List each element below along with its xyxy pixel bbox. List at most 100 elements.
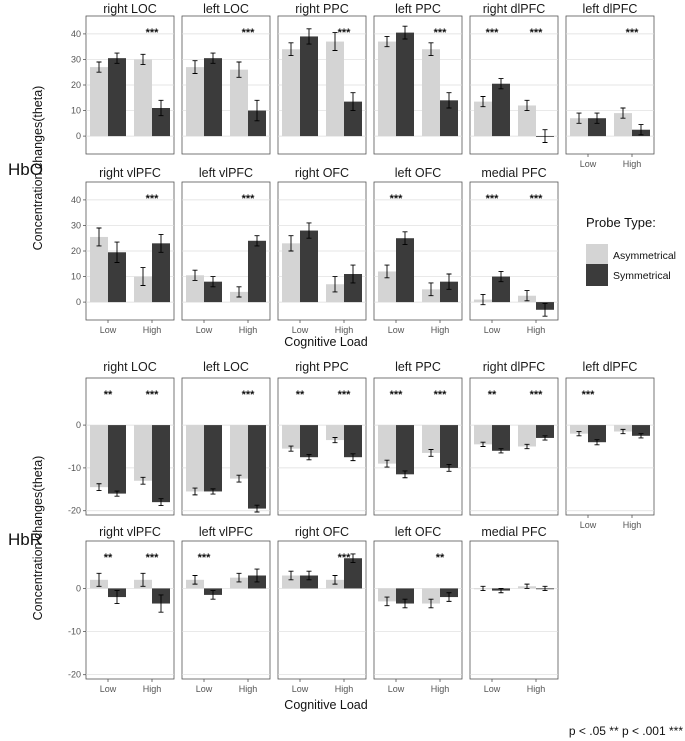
bar-asym-low — [570, 118, 588, 137]
x-tick-label: High — [527, 684, 546, 694]
error-bar-asym-low — [480, 585, 486, 592]
y-axis-title: Concentration changes(theta) — [31, 456, 45, 621]
significance-label: ** — [104, 389, 113, 401]
x-tick-label: High — [143, 684, 162, 694]
error-bar-sym-low — [306, 570, 312, 581]
y-tick-label: -10 — [68, 627, 81, 637]
error-bar-sym-high — [254, 99, 260, 122]
error-bar-sym-low — [114, 52, 120, 64]
bar-sym-low — [588, 118, 606, 137]
bar-asym-high — [614, 113, 632, 137]
error-bar-asym-low — [480, 96, 486, 108]
panel-hbr-left-ppc: left PPC *** *** — [373, 360, 463, 516]
bar-asym-low — [282, 575, 300, 589]
error-bar-asym-high — [332, 437, 338, 444]
error-bar-sym-low — [306, 454, 312, 461]
x-tick-label: High — [623, 159, 642, 169]
error-bar-asym-high — [140, 53, 146, 66]
panel-hbo-right-ppc: right PPC *** — [277, 2, 367, 155]
panel-title: medial PFC — [481, 525, 546, 539]
significance-label: *** — [434, 27, 448, 39]
error-bar-asym-low — [288, 570, 294, 581]
significance-label: ** — [436, 552, 445, 564]
significance-label: *** — [146, 193, 160, 205]
error-bar-sym-low — [594, 112, 600, 124]
x-tick-label: High — [431, 325, 450, 335]
significance-label: *** — [242, 193, 256, 205]
significance-label: *** — [338, 552, 352, 564]
x-tick-label: High — [239, 684, 258, 694]
bar-sym-high — [344, 101, 362, 137]
significance-label: *** — [486, 193, 500, 205]
significance-label: *** — [530, 27, 544, 39]
bar-sym-high — [152, 425, 170, 503]
error-bar-sym-high — [446, 92, 452, 109]
error-bar-sym-high — [158, 594, 164, 613]
error-bar-sym-low — [114, 490, 120, 497]
error-bar-sym-low — [402, 231, 408, 246]
x-tick-label: Low — [484, 684, 501, 694]
legend: Probe Type: Asymmetrical Symmetrical — [586, 215, 676, 286]
panel-title: left dlPFC — [583, 360, 638, 374]
panel-title: right dlPFC — [483, 360, 546, 374]
panel-hbo-left-vlpfc: left vlPFC *** Low High — [181, 166, 271, 335]
error-bar-sym-high — [638, 433, 644, 439]
y-tick-label: 20 — [71, 80, 81, 90]
bar-sym-low — [300, 575, 318, 589]
panel-frame — [373, 540, 463, 680]
error-bar-asym-high — [524, 443, 530, 450]
panel-hbo-right-ofc: right OFC Low High — [277, 166, 367, 335]
bar-sym-high — [344, 274, 362, 303]
panel-title: medial PFC — [481, 166, 546, 180]
y-tick-label: 0 — [76, 131, 81, 141]
significance-label: *** — [434, 389, 448, 401]
x-tick-label: Low — [388, 684, 405, 694]
y-axis-title: Concentration changes(theta) — [31, 86, 45, 251]
significance-label: *** — [146, 552, 160, 564]
legend-title: Probe Type: — [586, 215, 656, 230]
error-bar-sym-high — [254, 235, 260, 247]
panel-title: left OFC — [395, 166, 442, 180]
bar-asym-high — [518, 425, 536, 447]
significance-label: *** — [626, 27, 640, 39]
bar-asym-low — [90, 425, 108, 488]
bar-asym-high — [230, 425, 248, 479]
x-tick-label: High — [143, 325, 162, 335]
error-bar-asym-high — [428, 42, 434, 57]
bar-sym-low — [300, 36, 318, 137]
error-bar-asym-high — [428, 282, 434, 297]
bar-sym-low — [396, 425, 414, 475]
y-tick-label: 10 — [71, 106, 81, 116]
bar-asym-high — [134, 425, 152, 481]
error-bar-asym-low — [576, 112, 582, 124]
error-bar-asym-low — [96, 572, 102, 587]
x-tick-label: Low — [484, 325, 501, 335]
bar-sym-low — [492, 83, 510, 137]
significance-label: ** — [488, 389, 497, 401]
error-bar-sym-low — [498, 78, 504, 90]
panel-frame — [565, 377, 655, 516]
panel-title: right PPC — [295, 2, 349, 16]
bar-sym-low — [492, 276, 510, 303]
panel-hbo-medial-pfc: medial PFC *** *** Low High — [469, 166, 559, 335]
panel-frame — [469, 540, 559, 680]
error-bar-sym-high — [446, 592, 452, 602]
panel-hbr-right-dlpfc: right dlPFC** *** — [469, 360, 559, 516]
error-bar-sym-low — [402, 598, 408, 609]
panel-hbo-left-ofc: left OFC *** Low High — [373, 166, 463, 335]
error-bar-sym-low — [498, 448, 504, 454]
bar-sym-high — [440, 425, 458, 468]
panel-title: left vlPFC — [199, 166, 253, 180]
panel-hbr-left-loc: left LOC *** — [181, 360, 271, 516]
panel-hbo-left-ppc: left PPC *** — [373, 2, 463, 155]
error-bar-asym-low — [96, 227, 102, 247]
bar-sym-high — [152, 108, 170, 137]
legend-label-asymmetrical: Asymmetrical — [613, 250, 676, 262]
significance-label: *** — [146, 27, 160, 39]
significance-label: *** — [530, 193, 544, 205]
bar-asym-low — [282, 49, 300, 137]
panel-hbo-right-vlpfc: right vlPFC *** 0 10 20 30 40 Low High — [71, 166, 175, 335]
bar-sym-low — [108, 58, 126, 137]
significance-label: *** — [242, 389, 256, 401]
